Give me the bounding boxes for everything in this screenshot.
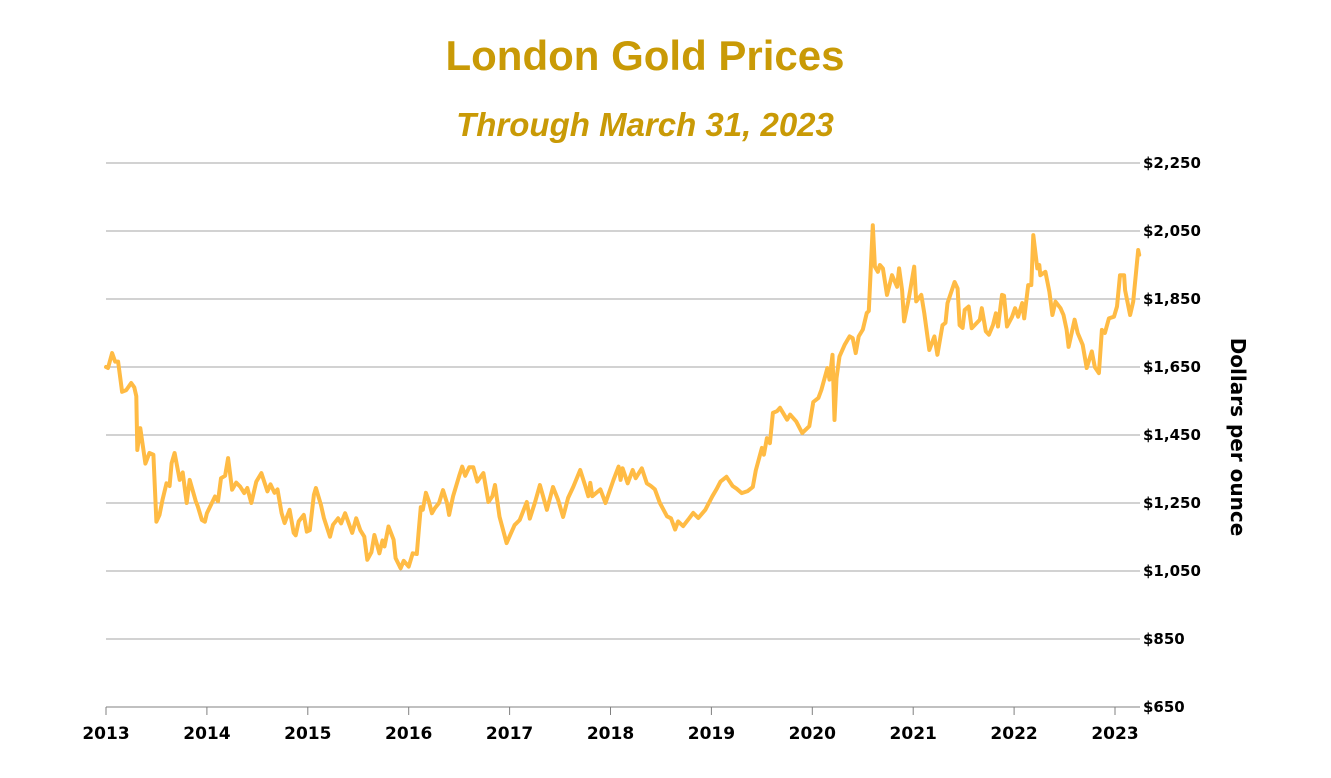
y-tick-label: $2,050: [1143, 222, 1201, 240]
x-tick-label: 2013: [82, 724, 129, 744]
x-tick-label: 2021: [890, 724, 937, 744]
x-tick-label: 2014: [183, 724, 230, 744]
y-tick-label: $2,250: [1143, 154, 1201, 172]
x-axis: 2013 2014 2015 2016 2017 2018 2019 2020 2021 2022…: [82, 707, 1139, 744]
y-tick-label: $850: [1143, 630, 1185, 648]
gridlines: [106, 162, 1140, 708]
gold-price-line: [104, 223, 1142, 571]
y-tick-label: $1,050: [1143, 562, 1201, 580]
y-tick-label: $1,650: [1143, 358, 1201, 376]
x-tick-label: 2022: [990, 724, 1037, 744]
x-tick-label: 2017: [486, 724, 533, 744]
x-tick-label: 2020: [789, 724, 836, 744]
series: [104, 223, 1142, 571]
x-tick-label: 2019: [688, 724, 735, 744]
chart-title: London Gold Prices: [445, 32, 845, 79]
x-tick-label: 2023: [1091, 724, 1138, 744]
y-tick-label: $1,250: [1143, 494, 1201, 512]
y-tick-label: $1,450: [1143, 426, 1201, 444]
x-tick-label: 2015: [284, 724, 331, 744]
y-axis: $650 $850 $1,050 $1,250 $1,450 $1,650 $1,850 $2…: [1143, 154, 1201, 716]
y-tick-label: $650: [1143, 698, 1185, 716]
x-tick-label: 2018: [587, 724, 634, 744]
chart-subtitle: Through March 31, 2023: [456, 106, 834, 143]
y-axis-label: Dollars per ounce: [1226, 338, 1250, 537]
y-tick-label: $1,850: [1143, 290, 1201, 308]
x-tick-label: 2016: [385, 724, 432, 744]
